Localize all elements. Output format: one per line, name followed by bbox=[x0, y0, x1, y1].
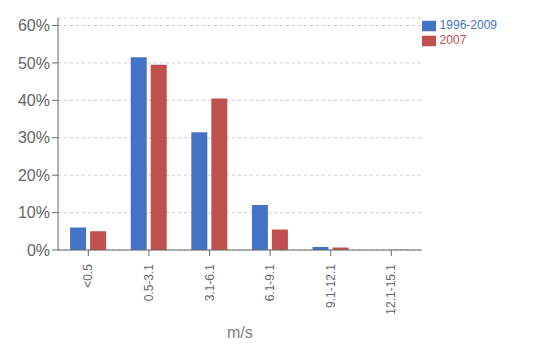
svg-text:10%: 10% bbox=[18, 204, 50, 221]
svg-text:40%: 40% bbox=[18, 92, 50, 109]
svg-text:30%: 30% bbox=[18, 129, 50, 146]
html-text:1996-2009: 1996-2009 bbox=[439, 18, 497, 32]
svg-text:3.1-6.1: 3.1-6.1 bbox=[203, 264, 217, 302]
svg-text:6.1-9.1: 6.1-9.1 bbox=[263, 264, 277, 302]
svg-text:m/s: m/s bbox=[227, 324, 253, 341]
svg-text:<0.5: <0.5 bbox=[81, 264, 95, 288]
svg-text:12.1-15.1: 12.1-15.1 bbox=[384, 264, 398, 315]
svg-text:50%: 50% bbox=[18, 55, 50, 72]
html-text:2007: 2007 bbox=[439, 32, 467, 47]
svg-text:60%: 60% bbox=[18, 17, 50, 34]
svg-text:20%: 20% bbox=[18, 167, 50, 184]
svg-text:0%: 0% bbox=[27, 242, 50, 259]
svg-text:9.1-12.1: 9.1-12.1 bbox=[324, 264, 338, 308]
svg-text:0.5-3.1: 0.5-3.1 bbox=[142, 264, 156, 302]
